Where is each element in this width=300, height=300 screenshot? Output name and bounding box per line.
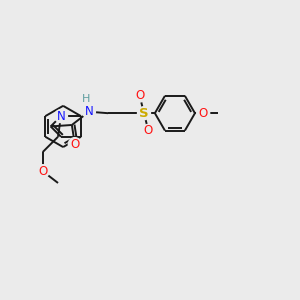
- Circle shape: [36, 165, 49, 178]
- Text: N: N: [85, 105, 93, 118]
- Circle shape: [137, 107, 151, 120]
- Text: O: O: [70, 138, 80, 151]
- Text: S: S: [139, 107, 149, 120]
- Text: O: O: [199, 107, 208, 120]
- Text: H: H: [82, 94, 90, 104]
- Circle shape: [68, 138, 81, 151]
- Circle shape: [80, 93, 92, 106]
- Text: O: O: [144, 124, 153, 137]
- Circle shape: [55, 110, 68, 123]
- Text: O: O: [38, 165, 47, 178]
- Circle shape: [133, 89, 146, 102]
- Text: N: N: [57, 110, 65, 123]
- Text: O: O: [135, 89, 144, 102]
- Circle shape: [197, 107, 210, 120]
- Circle shape: [82, 105, 95, 118]
- Circle shape: [142, 124, 155, 137]
